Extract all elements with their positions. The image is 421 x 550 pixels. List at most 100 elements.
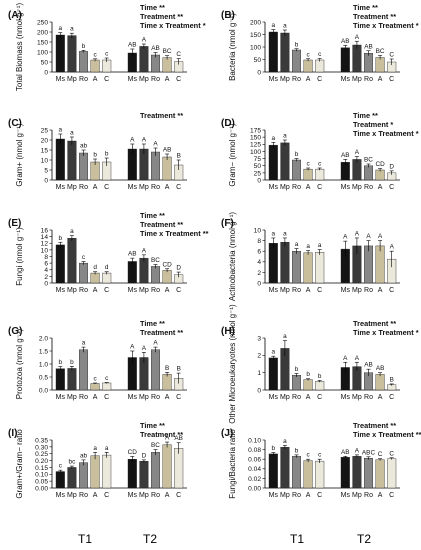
significance-letter: a (70, 228, 74, 235)
x-tick-label: C (104, 394, 109, 401)
x-tick-label: Ro (151, 184, 160, 191)
significance-letter: a (59, 25, 63, 32)
significance-letter: a (272, 22, 276, 29)
x-tick-label: Ms (128, 76, 138, 83)
significance-letter: A (130, 344, 135, 351)
panel-label: (H) (221, 326, 235, 337)
significance-letter: A (355, 149, 360, 156)
stats-annotation: Time x Treatment * (353, 129, 419, 138)
significance-letter: a (283, 230, 287, 237)
stats-annotation: Treatment ** (140, 111, 183, 120)
stats-annotation: Treatment ** (353, 12, 396, 21)
x-tick-label: A (165, 492, 170, 499)
bar-t1-mp (280, 32, 290, 73)
significance-letter: b (59, 359, 63, 366)
bar-t1-mp (280, 142, 290, 181)
x-tick-label: Mp (67, 492, 77, 499)
significance-letter: b (272, 445, 276, 452)
x-tick-label: C (317, 184, 322, 191)
significance-letter: AB (128, 42, 137, 49)
y-tick-label: 0.04 (248, 466, 261, 473)
bar-t1-ro (292, 375, 302, 391)
panel-label: (C) (8, 118, 22, 129)
y-tick-label: 150 (250, 32, 261, 39)
significance-letter: B (390, 376, 394, 383)
y-tick-label: 10 (254, 227, 262, 234)
significance-letter: a (283, 438, 287, 445)
bar-t1-a (303, 460, 313, 489)
y-tick-label: 0 (257, 387, 261, 394)
y-tick-label: 0.08 (248, 447, 261, 454)
y-tick-label: 200 (250, 19, 261, 26)
y-axis-label: Bacteria (nmol g⁻¹) (228, 13, 237, 81)
x-tick-label: Ro (292, 492, 301, 499)
bar-t2-mp (352, 159, 362, 181)
y-tick-label: 75 (254, 156, 262, 163)
x-tick-label: A (306, 287, 311, 294)
significance-letter: b (295, 151, 299, 158)
x-tick-label: C (317, 287, 322, 294)
significance-letter: a (283, 133, 287, 140)
bar-t2-ro (150, 349, 160, 391)
panel-label: (D) (221, 118, 235, 129)
panel-label: (E) (8, 218, 21, 229)
significance-letter: A (142, 37, 147, 44)
bar-t2-mp (352, 44, 362, 73)
x-tick-label: Ms (56, 184, 66, 191)
y-tick-label: 0.06 (248, 457, 261, 464)
x-tick-label: Ms (269, 76, 279, 83)
significance-letter: AB (364, 43, 373, 50)
x-tick-label: C (317, 76, 322, 83)
stats-annotation: Treatment * (353, 120, 393, 129)
significance-letter: a (295, 241, 299, 248)
x-tick-label: A (306, 76, 311, 83)
significance-letter: AB (151, 45, 160, 52)
x-tick-label: Mp (280, 184, 290, 191)
bar-t2-ro (150, 452, 160, 489)
x-tick-label: Mp (280, 492, 290, 499)
y-tick-label: 0.15 (35, 465, 48, 472)
bar-t2-ro (150, 151, 160, 181)
panel-h: (H) 0 1 2 3 Other Microeukaryotes (nmol g⁻¹) T… (221, 304, 419, 424)
y-tick-label: 3 (257, 335, 261, 342)
significance-letter: A (355, 447, 360, 454)
y-tick-label: 0.0 (39, 387, 48, 394)
y-tick-label: 200 (37, 29, 48, 36)
bar-t2-ms (127, 459, 137, 489)
x-tick-label: Ms (269, 394, 279, 401)
x-tick-label: Ro (151, 287, 160, 294)
bar-t1-ro (78, 349, 88, 391)
bar-t1-c (315, 460, 325, 489)
x-tick-label: C (176, 76, 181, 83)
bar-t2-ro (364, 245, 374, 284)
stats-annotation: Time x Treatment * (353, 328, 419, 337)
x-tick-label: Ms (269, 184, 279, 191)
significance-letter: AB (341, 152, 350, 159)
x-tick-label: Mp (67, 76, 77, 83)
significance-letter: c (318, 51, 322, 58)
significance-letter: b (70, 359, 74, 366)
y-tick-label: 0 (257, 177, 261, 184)
x-tick-label: Mp (139, 394, 149, 401)
panel-f: (F) 0 2 4 6 8 10 Actinobacteria (nmol g⁻¹) a Ms a M… (221, 212, 400, 301)
y-tick-label: 4 (44, 267, 48, 274)
y-tick-label: 8 (257, 238, 261, 245)
y-tick-label: 0.02 (248, 476, 261, 483)
significance-letter: b (295, 41, 299, 48)
y-tick-label: 10 (41, 157, 49, 164)
x-tick-label: C (389, 492, 394, 499)
panel-i: (I) 0.000.050.100.150.200.250.300.35 Gram+… (8, 421, 187, 499)
x-tick-label: Ro (151, 76, 160, 83)
significance-letter: D (142, 452, 147, 459)
bar-t1-mp (67, 368, 77, 391)
x-tick-label: A (306, 394, 311, 401)
bar-t2-a (162, 374, 172, 391)
significance-letter: BC (151, 257, 160, 264)
panel-label: (A) (8, 10, 22, 21)
y-tick-label: 0.35 (35, 437, 48, 444)
y-tick-label: 25 (254, 170, 262, 177)
significance-letter: a (70, 26, 74, 33)
x-tick-label: Ro (292, 394, 301, 401)
